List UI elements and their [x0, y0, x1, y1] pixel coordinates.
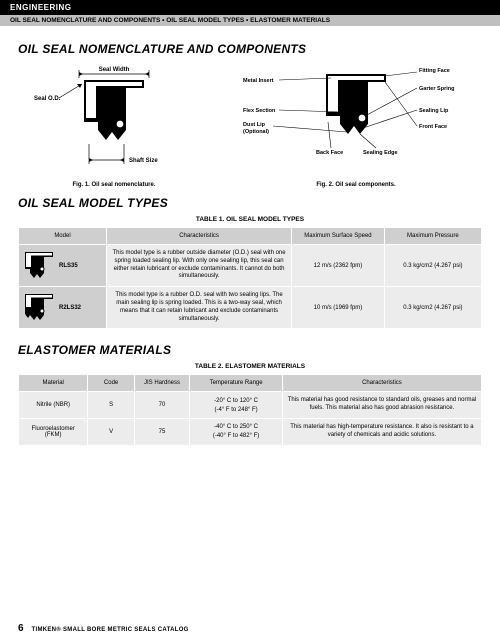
figure-1: Seal Width Seal O.D. Shaft Size Fig. 1. … — [29, 62, 199, 188]
model-label: R2LS32 — [59, 305, 81, 311]
t2-temp: -40° C to 250° C (-40° F to 482° F) — [190, 418, 283, 445]
label-metal-insert: Metal Insert — [243, 78, 274, 84]
label-shaft-size: Shaft Size — [129, 158, 158, 164]
breadcrumb-bar: OIL SEAL NOMENCLATURE AND COMPONENTS • O… — [0, 15, 500, 26]
t2-col-code: Code — [88, 375, 134, 392]
t1-char: This model type is a rubber O.D. seal wi… — [106, 287, 291, 329]
t2-material: Fluoroelastomer (FKM) — [19, 418, 88, 445]
t1-col-speed: Maximum Surface Speed — [292, 228, 385, 245]
t1-char: This model type is a rubber outside diam… — [106, 245, 291, 287]
label-seal-od: Seal O.D. — [34, 96, 61, 102]
page-footer: 6 TIMKEN® SMALL BORE METRIC SEALS CATALO… — [18, 623, 189, 634]
t2-code: V — [88, 418, 134, 445]
fig1-svg: Seal Width Seal O.D. Shaft Size — [29, 62, 199, 177]
section1-title: OIL SEAL NOMENCLATURE AND COMPONENTS — [18, 42, 482, 56]
label-fitting-face: Fitting Face — [419, 68, 450, 74]
t1-pressure: 0.3 kg/cm2 (4.267 psi) — [384, 245, 481, 287]
t1-speed: 10 m/s (1969 fpm) — [292, 287, 385, 329]
label-dust-lip: Dust Lip — [243, 122, 266, 128]
seal-icon — [23, 250, 55, 282]
label-back-face: Back Face — [316, 150, 343, 156]
t2-col-material: Material — [19, 375, 88, 392]
table-row: Nitrile (NBR) S 70 -20° C to 120° C (-4°… — [19, 392, 482, 419]
fig1-caption: Fig. 1. Oil seal nomenclature. — [29, 182, 199, 188]
t2-col-hardness: JIS Hardness — [134, 375, 190, 392]
label-sealing-lip: Sealing Lip — [419, 108, 449, 114]
t2-material: Nitrile (NBR) — [19, 392, 88, 419]
table-row: Fluoroelastomer (FKM) V 75 -40° C to 250… — [19, 418, 482, 445]
model-label: RLS35 — [59, 263, 78, 269]
figure-2: Metal Insert Flex Section Dust Lip (Opti… — [241, 62, 471, 188]
page-number: 6 — [18, 623, 24, 634]
table1-caption: TABLE 1. OIL SEAL MODEL TYPES — [18, 216, 482, 223]
label-flex-section: Flex Section — [243, 108, 276, 114]
t2-hardness: 70 — [134, 392, 190, 419]
table-row: RLS35 This model type is a rubber outsid… — [19, 245, 482, 287]
footer-title: TIMKEN® SMALL BORE METRIC SEALS CATALOG — [32, 627, 189, 633]
t2-char: This material has high-temperature resis… — [282, 418, 481, 445]
label-sealing-edge: Sealing Edge — [363, 150, 398, 156]
t1-col-pressure: Maximum Pressure — [384, 228, 481, 245]
category-bar: ENGINEERING — [0, 0, 500, 15]
t1-col-char: Characteristics — [106, 228, 291, 245]
table-1: Model Characteristics Maximum Surface Sp… — [18, 227, 482, 329]
t2-col-temp: Temperature Range — [190, 375, 283, 392]
label-garter-spring: Garter Spring — [419, 86, 454, 92]
fig2-svg: Metal Insert Flex Section Dust Lip (Opti… — [241, 62, 471, 177]
table-row: R2LS32 This model type is a rubber O.D. … — [19, 287, 482, 329]
t2-hardness: 75 — [134, 418, 190, 445]
t2-char: This material has good resistance to sta… — [282, 392, 481, 419]
t1-pressure: 0.3 kg/cm2 (4.267 psi) — [384, 287, 481, 329]
t2-code: S — [88, 392, 134, 419]
label-seal-width: Seal Width — [99, 67, 130, 73]
label-dust-lip-sub: (Optional) — [243, 129, 269, 135]
t1-speed: 12 m/s (2362 fpm) — [292, 245, 385, 287]
label-front-face: Front Face — [419, 124, 447, 130]
t2-col-char: Characteristics — [282, 375, 481, 392]
t1-col-model: Model — [19, 228, 107, 245]
fig2-caption: Fig. 2. Oil seal components. — [241, 182, 471, 188]
diagrams-row: Seal Width Seal O.D. Shaft Size Fig. 1. … — [18, 62, 482, 188]
table2-caption: TABLE 2. ELASTOMER MATERIALS — [18, 363, 482, 370]
section2-title: OIL SEAL MODEL TYPES — [18, 196, 482, 210]
table-2: Material Code JIS Hardness Temperature R… — [18, 374, 482, 445]
section3-title: ELASTOMER MATERIALS — [18, 343, 482, 357]
seal-icon — [23, 292, 55, 324]
t2-temp: -20° C to 120° C (-4° F to 248° F) — [190, 392, 283, 419]
page-content: OIL SEAL NOMENCLATURE AND COMPONENTS Sea… — [0, 26, 500, 454]
